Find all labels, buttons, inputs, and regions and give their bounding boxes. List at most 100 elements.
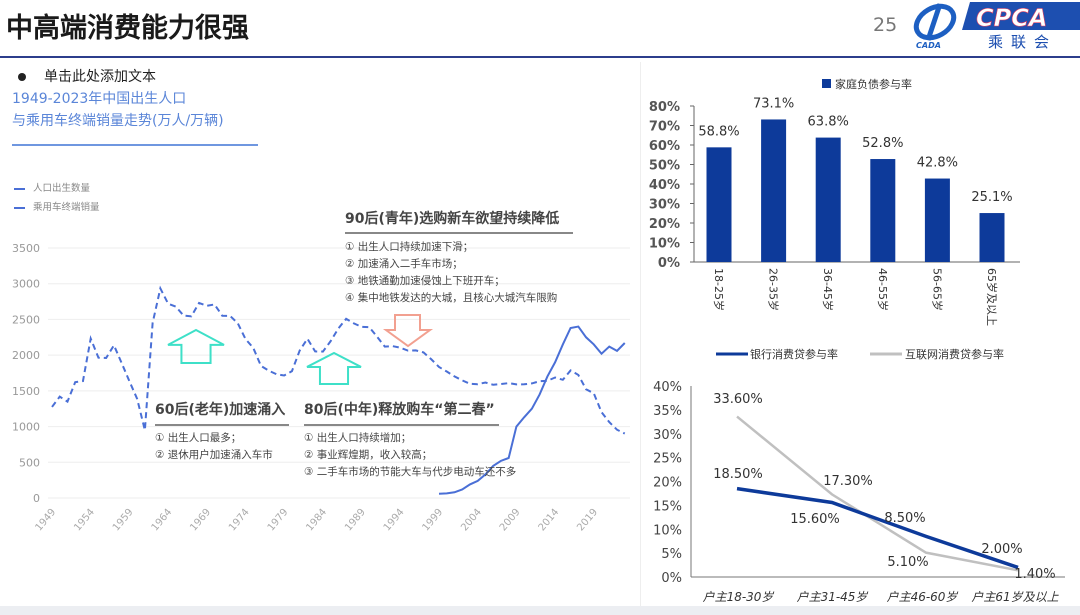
- annotation-90s-underline: [345, 232, 573, 234]
- bar-value-label: 63.8%: [808, 115, 849, 130]
- bank-line: [736, 486, 1019, 570]
- annotation-90s-heading: 90后(青年)选购新车欲望持续降低: [345, 211, 560, 227]
- y-tick-label: 20%: [649, 217, 680, 232]
- y-tick-label: 2000: [12, 349, 40, 362]
- page-number: 25: [873, 14, 898, 36]
- data-label: 15.60%: [790, 512, 840, 527]
- annotation-80s-heading: 80后(中年)释放购车“第二春”: [304, 402, 495, 418]
- data-label: 2.00%: [981, 542, 1022, 557]
- category-label: 65岁及以上: [985, 268, 999, 326]
- category-label: 36-45岁: [821, 268, 835, 311]
- svg-text:乘联会: 乘联会: [988, 33, 1057, 51]
- bar-value-label: 42.8%: [917, 156, 958, 171]
- annotation-60s-heading: 60后(老年)加速涌入: [155, 402, 286, 418]
- x-tick-label: 1974: [227, 507, 252, 534]
- bullet-dot-icon: [18, 73, 26, 81]
- bullet-text[interactable]: 单击此处添加文本: [18, 66, 156, 86]
- x-tick-label: 1999: [421, 507, 446, 534]
- annotation-80s-item: ① 出生人口持续增加；: [304, 432, 412, 444]
- legend-sales-label: 乘用车终端销量: [33, 202, 100, 213]
- category-label: 户主31-45岁: [797, 590, 869, 604]
- legend-internet-label: 互联网消费贷参与率: [905, 347, 1004, 361]
- category-label: 户主61岁及以上: [971, 590, 1059, 604]
- chart-subtitle-line1: 1949-2023年中国出生人口: [12, 91, 187, 107]
- y-tick-label: 0: [33, 492, 40, 505]
- y-tick-label: 40%: [653, 380, 682, 395]
- y-tick-label: 20%: [653, 476, 682, 491]
- category-label: 46-55岁: [876, 268, 890, 311]
- category-label: 56-65岁: [930, 268, 944, 311]
- bar: [924, 178, 950, 262]
- bar: [761, 119, 787, 262]
- x-tick-label: 2019: [575, 507, 600, 534]
- legend-swatch: [822, 79, 831, 88]
- bar-value-label: 58.8%: [698, 124, 739, 139]
- y-tick-label: 80%: [649, 100, 680, 115]
- bar-value-label: 52.8%: [862, 136, 903, 151]
- legend-label: 家庭负债参与率: [835, 77, 912, 91]
- bar-value-label: 25.1%: [971, 190, 1012, 205]
- x-tick-label: 1954: [72, 507, 97, 534]
- x-tick-label: 1979: [266, 507, 291, 534]
- data-label: 8.50%: [884, 511, 925, 526]
- category-label: 26-35岁: [767, 268, 781, 311]
- y-tick-label: 10%: [649, 237, 680, 252]
- up-arrow-icon: [167, 328, 225, 364]
- annotation-90s-item: ③ 地铁通勤加速侵蚀上下班开车；: [345, 275, 505, 287]
- y-tick-label: 500: [19, 456, 40, 469]
- svg-text:CPCA: CPCA: [976, 4, 1047, 32]
- y-tick-label: 40%: [649, 178, 680, 193]
- x-tick-label: 1984: [304, 507, 329, 534]
- y-tick-label: 1500: [12, 385, 40, 398]
- header-divider: [0, 56, 1080, 58]
- solid-line-icon: [14, 206, 25, 209]
- data-label: 17.30%: [823, 474, 873, 489]
- x-tick-label: 1994: [382, 507, 407, 534]
- sales-line: [438, 325, 626, 495]
- data-label: 18.50%: [713, 467, 763, 482]
- legend-births-label: 人口出生数量: [33, 183, 91, 194]
- chart-subtitle-line2: 与乘用车终端销量走势(万人/万辆): [12, 113, 224, 129]
- bullet-label: 单击此处添加文本: [44, 69, 156, 85]
- annotation-60s-underline: [155, 424, 289, 426]
- x-tick-label: 1959: [111, 507, 136, 534]
- bar-value-label: 73.1%: [753, 96, 794, 111]
- y-tick-label: 5%: [661, 547, 682, 562]
- down-arrow-icon: [382, 314, 434, 348]
- annotation-60s-item: ① 出生人口最多；: [155, 432, 242, 444]
- internet-line: [736, 415, 1019, 572]
- x-tick-label: 1989: [343, 507, 368, 534]
- x-tick-label: 2014: [537, 507, 562, 534]
- annotation-80s-underline: [304, 424, 499, 426]
- cpca-logo-icon: CADA CPCA 乘联会: [913, 2, 1080, 51]
- y-tick-label: 0%: [658, 256, 680, 271]
- births-line: [51, 285, 626, 435]
- category-label: 户主46-60岁: [887, 590, 959, 604]
- svg-text:CADA: CADA: [916, 41, 941, 50]
- y-tick-label: 25%: [653, 452, 682, 467]
- data-label: 5.10%: [887, 555, 928, 570]
- bar: [706, 147, 732, 262]
- y-tick-label: 10%: [653, 523, 682, 538]
- bar: [979, 213, 1005, 262]
- y-tick-label: 60%: [649, 139, 680, 154]
- y-tick-label: 3500: [12, 242, 40, 255]
- y-tick-label: 15%: [653, 499, 682, 514]
- y-tick-label: 30%: [649, 198, 680, 213]
- data-label: 33.60%: [713, 392, 763, 407]
- y-tick-label: 0%: [661, 571, 682, 586]
- annotation-90s-item: ① 出生人口持续加速下滑；: [345, 241, 474, 253]
- annotation-60s-item: ② 退休用户加速涌入车市: [155, 449, 273, 461]
- subtitle-underline: [12, 144, 258, 146]
- category-label: 18-25岁: [712, 268, 726, 311]
- annotation-80s-item: ② 事业辉煌期，收入较高；: [304, 449, 433, 461]
- legend-births: 人口出生数量: [14, 180, 90, 194]
- data-label: 1.40%: [1014, 567, 1055, 582]
- category-label: 户主18-30岁: [703, 590, 775, 604]
- slide-title: 中高端消费能力很强: [6, 13, 249, 44]
- y-tick-label: 1000: [12, 421, 40, 434]
- x-tick-label: 1964: [150, 507, 175, 534]
- y-tick-label: 50%: [649, 159, 680, 174]
- x-tick-label: 2004: [459, 507, 484, 534]
